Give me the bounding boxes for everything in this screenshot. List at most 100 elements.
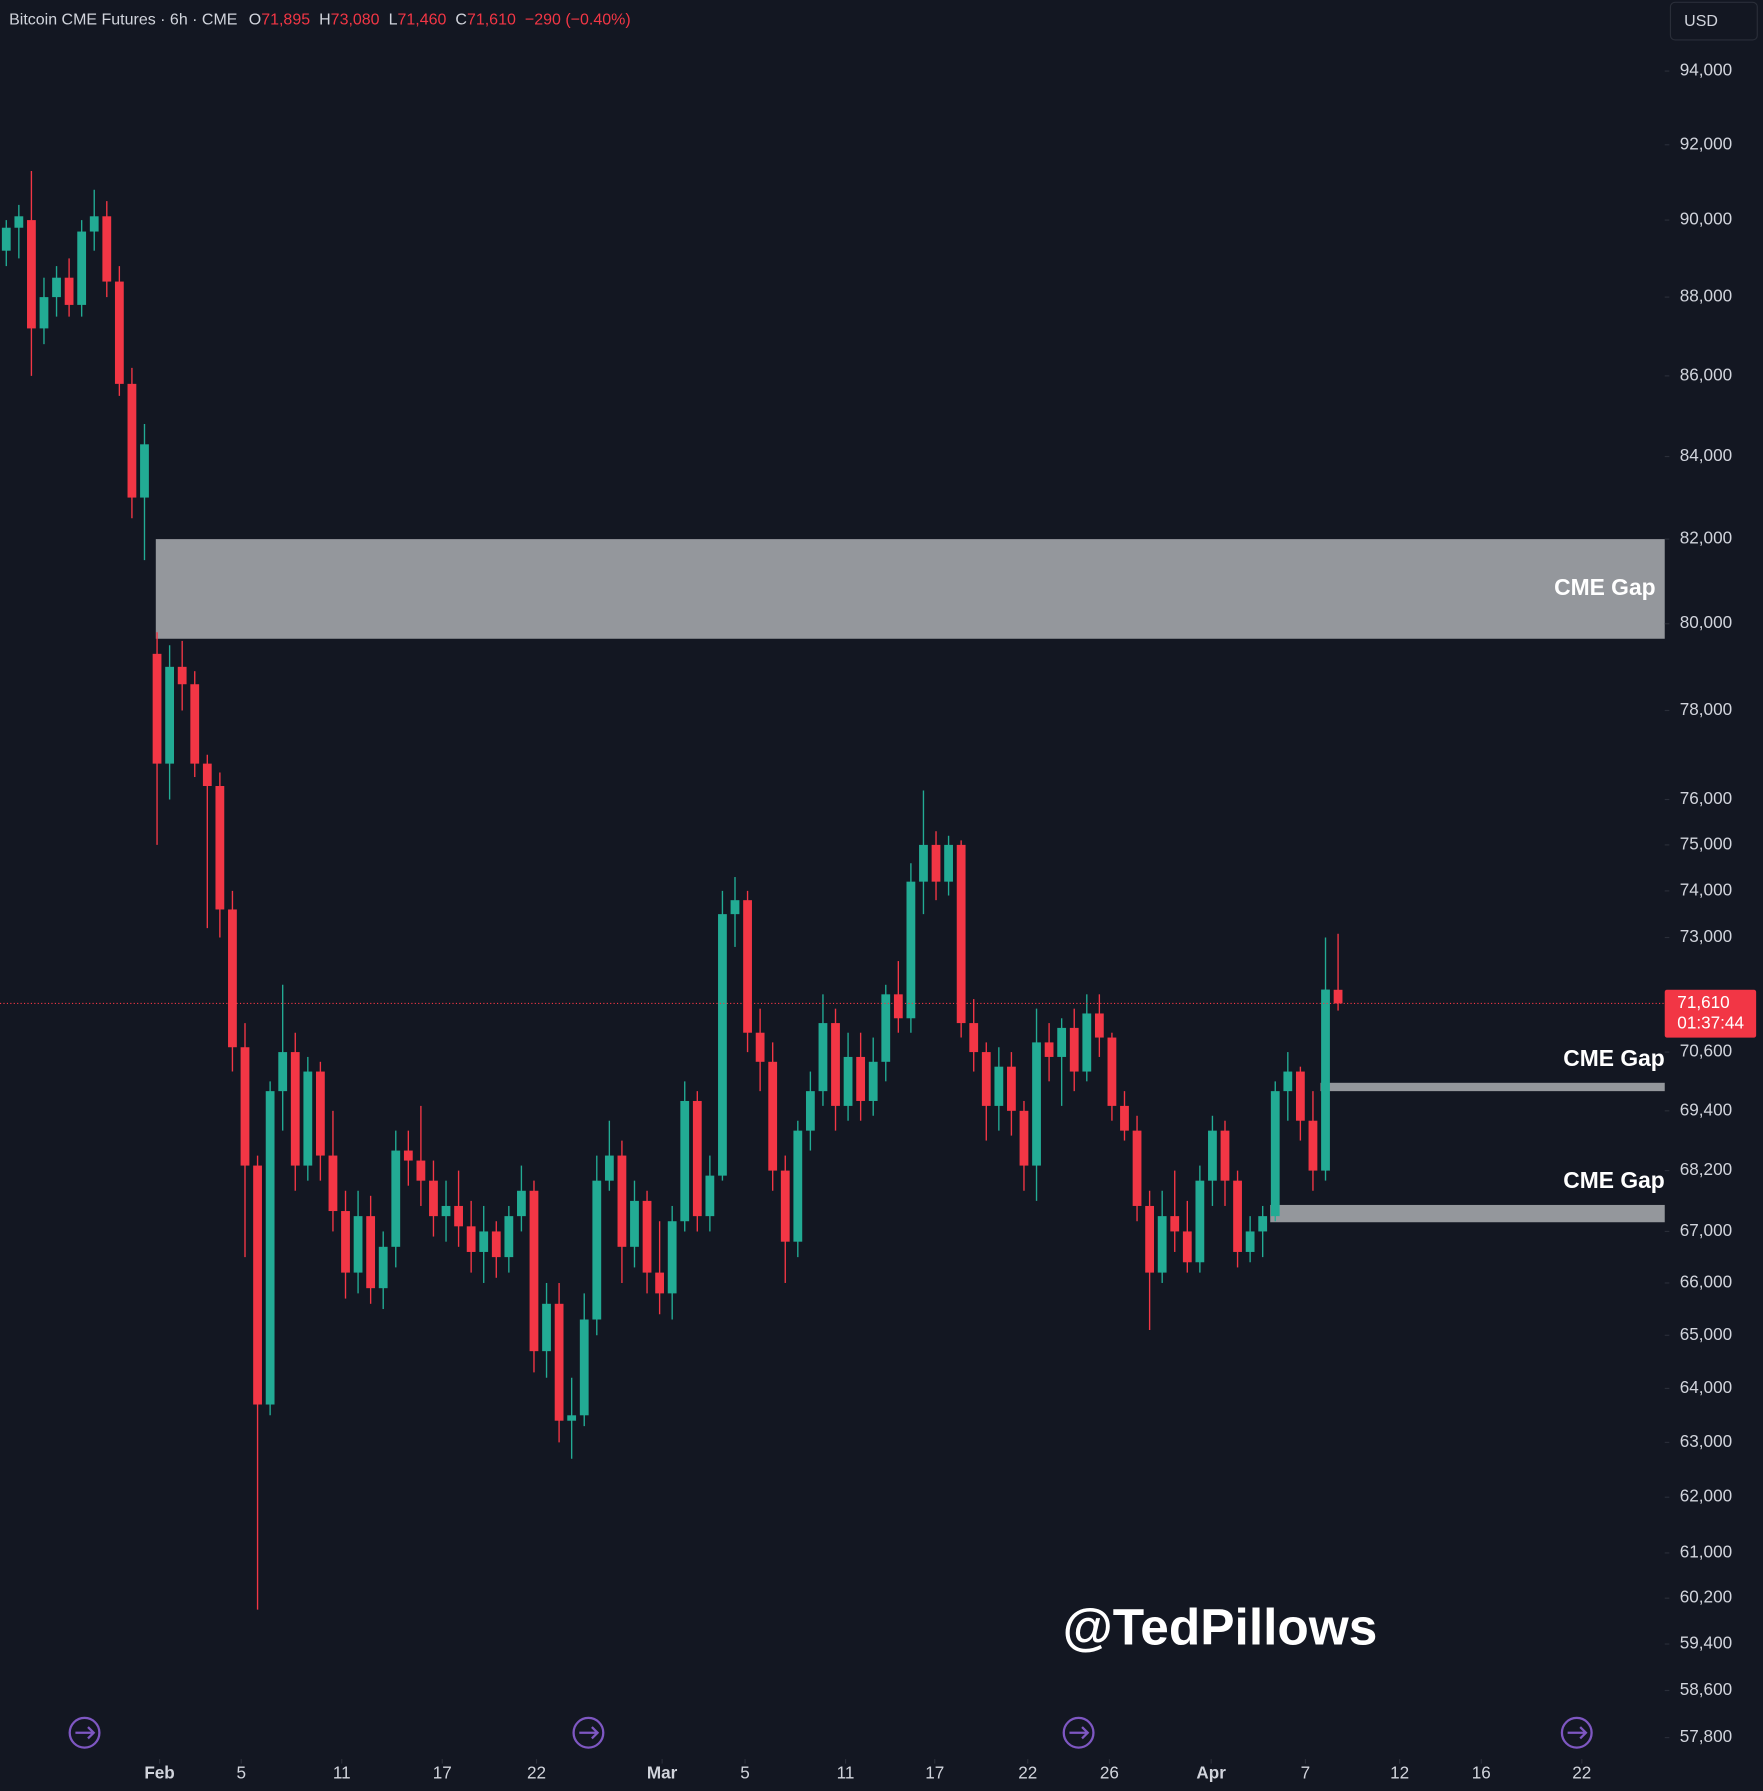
y-tick-label: 74,000 (1680, 879, 1732, 899)
candle-body (265, 1091, 275, 1405)
ohlc-value: 71,610 (467, 12, 516, 29)
y-tick-label: 82,000 (1680, 528, 1732, 548)
event-icon[interactable] (1062, 1716, 1095, 1749)
candle-body (818, 1023, 828, 1092)
zones: CME Gap CME Gap CME Gap (155, 539, 1665, 1223)
candle-body (1270, 1091, 1280, 1217)
candle-body (642, 1200, 652, 1273)
candle-body (190, 684, 200, 764)
candle-body (856, 1056, 866, 1101)
candle-body (793, 1130, 803, 1242)
x-tick-label: 22 (1018, 1762, 1037, 1782)
ohlc-value: 71,460 (397, 12, 446, 29)
candle-body (165, 666, 175, 764)
candle-body (1283, 1071, 1293, 1092)
candle-body (1032, 1042, 1041, 1166)
candle-body (177, 666, 187, 685)
candle-body (228, 909, 237, 1048)
x-tick-label: 12 (1390, 1762, 1409, 1782)
candle-body (692, 1100, 702, 1217)
candle-body (479, 1231, 489, 1252)
event-icon-arrow (579, 1726, 600, 1740)
candle-body (1233, 1180, 1242, 1252)
y-tick-label: 84,000 (1680, 445, 1732, 465)
gap-zone (1320, 1082, 1665, 1092)
candle-body (554, 1303, 564, 1421)
candle-body (1208, 1130, 1217, 1181)
ohlc-key: L (389, 12, 398, 29)
price-change: −290 (−0.40%) (525, 12, 631, 29)
y-tick-label: 65,000 (1680, 1324, 1732, 1344)
candle-body (944, 844, 953, 882)
candle-body (1157, 1216, 1167, 1273)
y-tick-label: 64,000 (1680, 1377, 1732, 1397)
candle-body (77, 231, 87, 305)
x-tick-label: 22 (1572, 1762, 1591, 1782)
gap-zone (1270, 1204, 1665, 1223)
candle-body (956, 844, 966, 1024)
currency-button[interactable]: USD (1669, 1, 1758, 41)
candle-body (403, 1150, 413, 1161)
axes: 94,000 92,000 90,000 88,000 86,000 84,000 82,0… (0, 60, 1757, 1782)
x-tick-label: 22 (527, 1762, 546, 1782)
y-tick-label: 62,000 (1680, 1486, 1732, 1506)
candle-body (1, 227, 11, 251)
x-tick-label: 17 (925, 1762, 944, 1782)
candle-body (881, 994, 891, 1062)
candle-body (1245, 1231, 1255, 1252)
candle-body (542, 1303, 551, 1352)
candle-body (831, 1023, 840, 1106)
ohlc-key: C (455, 12, 467, 29)
candle-body (215, 786, 225, 910)
candle-body (517, 1190, 526, 1217)
event-icon[interactable] (572, 1716, 605, 1749)
candle-body (429, 1180, 438, 1217)
candle-body (253, 1165, 262, 1405)
y-tick-label: 78,000 (1680, 699, 1732, 719)
candle-body (278, 1052, 288, 1092)
candle-body (893, 994, 903, 1019)
x-tick-label: 26 (1100, 1762, 1119, 1782)
candle-body (441, 1205, 451, 1217)
event-icon-arrow (1567, 1726, 1588, 1740)
ohlc-key: H (319, 12, 331, 29)
candle-body (1258, 1216, 1268, 1232)
candle-body (240, 1047, 250, 1166)
y-tick-label: 76,000 (1680, 788, 1732, 808)
event-icon[interactable] (1560, 1716, 1593, 1749)
y-tick-label: 57,800 (1680, 1726, 1732, 1746)
candle-body (931, 844, 941, 882)
candle-body (290, 1052, 300, 1166)
candle-body (1019, 1110, 1029, 1166)
chart-title: Bitcoin CME Futures · 6h · CME (9, 12, 237, 29)
candle-body (39, 297, 49, 329)
y-tick-label: 60,200 (1680, 1587, 1732, 1607)
x-tick-label: Feb (144, 1762, 174, 1782)
candle-body (1094, 1013, 1104, 1038)
y-tick-label: 63,000 (1680, 1431, 1732, 1451)
event-icon[interactable] (68, 1716, 101, 1749)
x-tick-label: 11 (333, 1762, 351, 1782)
gap-label: CME Gap (1554, 574, 1656, 600)
candle-body (1295, 1071, 1305, 1121)
candle-body (366, 1216, 376, 1289)
candle-body (1107, 1037, 1117, 1106)
candle-body (579, 1319, 589, 1416)
candles (1, 170, 1343, 1610)
currency-button-frame[interactable] (1669, 1, 1758, 41)
candle-body (1007, 1066, 1016, 1111)
gap-label: CME Gap (1563, 1167, 1665, 1193)
candle-body (730, 900, 740, 915)
currency-label[interactable]: USD (1684, 13, 1718, 30)
candle-body (994, 1066, 1004, 1106)
ohlc-key: O (249, 12, 261, 29)
candle-body (529, 1190, 539, 1352)
candle-body (89, 216, 99, 232)
x-tick-label: 5 (740, 1762, 750, 1782)
candle-body (567, 1415, 577, 1421)
y-tick-label: 70,600 (1680, 1041, 1732, 1061)
candle-body (680, 1100, 690, 1222)
candle-body (491, 1231, 501, 1258)
x-tick-label: 16 (1472, 1762, 1491, 1782)
